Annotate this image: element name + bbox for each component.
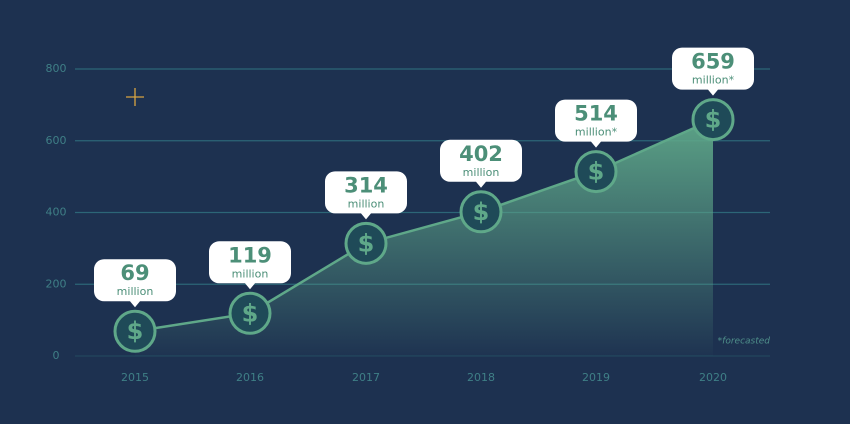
marker-symbol: $	[473, 198, 490, 226]
y-tick-label: 600	[46, 134, 67, 147]
sparkle	[126, 88, 144, 106]
value-label: 659	[691, 50, 735, 74]
unit-label: million*	[692, 74, 735, 87]
x-tick-label: 2016	[236, 371, 264, 384]
value-label: 69	[120, 261, 149, 285]
marker-symbol: $	[705, 106, 722, 134]
value-label: 314	[344, 173, 388, 197]
unit-label: million	[117, 285, 154, 298]
label-bubble	[94, 259, 176, 308]
value-label: 119	[228, 243, 272, 267]
unit-label: million	[348, 197, 385, 210]
marker-symbol: $	[588, 158, 605, 186]
unit-label: million	[463, 166, 500, 179]
marker	[459, 190, 503, 234]
marker	[113, 309, 157, 353]
marker	[574, 150, 618, 194]
x-tick-label: 2017	[352, 371, 380, 384]
marker-symbol: $	[127, 317, 144, 345]
x-tick-label: 2020	[699, 371, 727, 384]
y-tick-label: 200	[46, 277, 67, 290]
unit-label: million	[232, 267, 269, 280]
x-tick-label: 2019	[582, 371, 610, 384]
x-tick-label: 2015	[121, 371, 149, 384]
value-label: 514	[574, 102, 618, 126]
footnote: *forecasted	[718, 337, 771, 347]
label-bubble	[325, 171, 407, 220]
marker-symbol: $	[358, 229, 375, 257]
marker	[228, 291, 272, 335]
marker-symbol: $	[242, 299, 259, 327]
y-tick-label: 0	[53, 349, 60, 362]
y-tick-label: 400	[46, 206, 67, 219]
unit-label: million*	[575, 126, 618, 139]
label-bubble	[209, 241, 291, 290]
label-bubble	[555, 99, 637, 148]
y-tick-label: 800	[46, 62, 67, 75]
value-label: 402	[459, 142, 503, 166]
marker	[691, 98, 735, 142]
marker	[344, 221, 388, 265]
label-bubble	[440, 139, 522, 188]
x-tick-label: 2018	[467, 371, 495, 384]
label-bubble	[672, 47, 754, 96]
